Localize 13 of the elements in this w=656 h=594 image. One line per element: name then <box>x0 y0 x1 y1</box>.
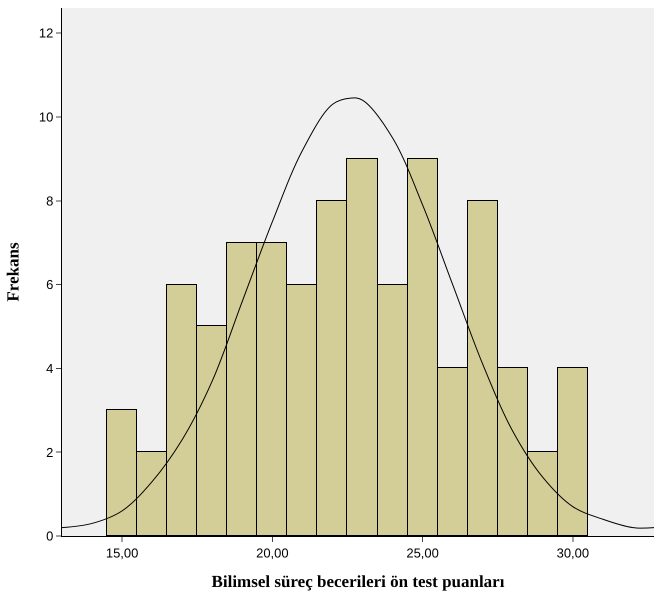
x-tick-label: 25,00 <box>406 546 439 561</box>
y-tick-label: 2 <box>46 444 54 460</box>
y-tick-label: 4 <box>46 360 54 376</box>
x-tick-label: 15,00 <box>106 546 138 561</box>
y-tick-label: 6 <box>46 277 54 292</box>
y-tick-label: 8 <box>46 193 54 208</box>
y-tick-label: 12 <box>38 26 54 41</box>
y-tick-label: 0 <box>46 528 54 544</box>
x-axis-title: Bilimsel süreç becerileri ön test puanları <box>212 572 505 591</box>
x-tick-label: 20,00 <box>256 546 289 561</box>
y-tick-label: 10 <box>38 110 54 124</box>
x-tick-label: 30,00 <box>556 546 590 561</box>
y-axis-title: Frekans <box>3 242 22 302</box>
